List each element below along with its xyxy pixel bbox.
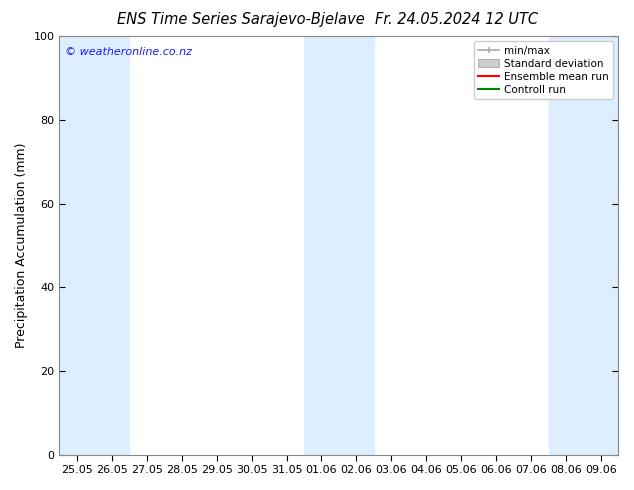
Text: ENS Time Series Sarajevo-Bjelave: ENS Time Series Sarajevo-Bjelave: [117, 12, 365, 27]
Text: Fr. 24.05.2024 12 UTC: Fr. 24.05.2024 12 UTC: [375, 12, 538, 27]
Y-axis label: Precipitation Accumulation (mm): Precipitation Accumulation (mm): [15, 143, 28, 348]
Legend: min/max, Standard deviation, Ensemble mean run, Controll run: min/max, Standard deviation, Ensemble me…: [474, 41, 613, 99]
Bar: [304, 36, 374, 455]
Text: © weatheronline.co.nz: © weatheronline.co.nz: [65, 47, 192, 57]
Bar: [548, 36, 619, 455]
Bar: [60, 36, 129, 455]
